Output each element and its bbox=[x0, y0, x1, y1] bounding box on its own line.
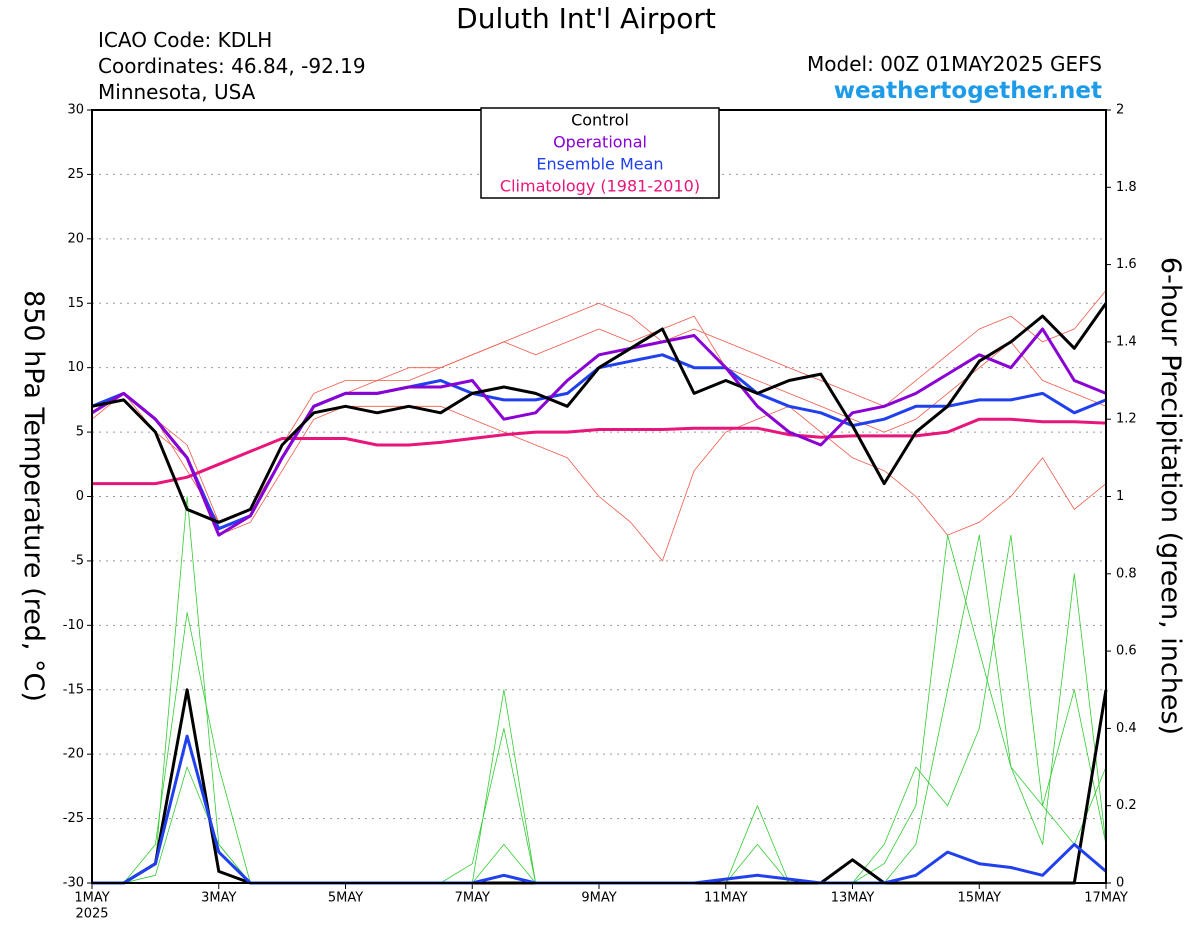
legend-entry: Operational bbox=[553, 133, 647, 152]
y-tick-label: -5 bbox=[71, 553, 84, 568]
series-line bbox=[91, 302, 1108, 524]
x-tick-label: 5MAY bbox=[328, 891, 363, 906]
member-line bbox=[92, 534, 1107, 884]
y-tick-label: 20 bbox=[67, 231, 84, 246]
y2-tick-label: 1.6 bbox=[1116, 257, 1137, 272]
x-tick-label: 1MAY bbox=[74, 891, 109, 906]
y2-tick-label: 1 bbox=[1116, 489, 1124, 504]
member-line bbox=[91, 315, 1107, 523]
member-line bbox=[91, 393, 1107, 562]
y2-tick-label: 0.8 bbox=[1116, 566, 1137, 581]
y2-axis-label: 6-hour Precipitation (green, inches) bbox=[1155, 257, 1186, 735]
x-tick-label: 13MAY bbox=[831, 891, 875, 906]
y-tick-label: -20 bbox=[63, 747, 84, 762]
y-tick-label: 30 bbox=[67, 103, 84, 118]
series-line bbox=[91, 353, 1107, 531]
legend-box bbox=[480, 107, 720, 199]
series-line bbox=[91, 327, 1107, 537]
y2-tick-label: 2 bbox=[1116, 103, 1124, 118]
member-line bbox=[92, 534, 1107, 884]
y-tick-label: 10 bbox=[67, 360, 84, 375]
series-line bbox=[92, 417, 1107, 486]
y2-tick-label: 1.2 bbox=[1116, 412, 1137, 427]
legend-entry: Ensemble Mean bbox=[536, 155, 663, 174]
y2-tick-label: 1.4 bbox=[1116, 334, 1137, 349]
y-tick-label: -25 bbox=[63, 811, 84, 826]
y-tick-label: 15 bbox=[67, 296, 84, 311]
y-tick-label: -10 bbox=[63, 618, 84, 633]
site-link: weathertogether.net bbox=[834, 78, 1102, 104]
y2-tick-label: 0.2 bbox=[1116, 798, 1137, 813]
model-label: Model: 00Z 01MAY2025 GEFS bbox=[807, 52, 1102, 76]
info-line: ICAO Code: KDLH bbox=[98, 28, 272, 52]
y-axis-label: 850 hPa Temperature (red, °C) bbox=[18, 290, 49, 702]
y-tick-label: 5 bbox=[76, 425, 84, 440]
x-tick-label: 15MAY bbox=[957, 891, 1001, 906]
legend-entry: Control bbox=[571, 111, 629, 130]
x-tick-label: 3MAY bbox=[201, 891, 236, 906]
x-tick-label: 7MAY bbox=[455, 891, 490, 906]
chart-title: Duluth Int'l Airport bbox=[456, 2, 716, 35]
y2-tick-label: 0.6 bbox=[1116, 644, 1137, 659]
y-tick-label: -30 bbox=[63, 876, 84, 891]
info-line: Coordinates: 46.84, -92.19 bbox=[98, 54, 366, 78]
x-tick-label: 17MAY bbox=[1084, 891, 1128, 906]
info-line: Minnesota, USA bbox=[98, 80, 256, 104]
x-year-label: 2025 bbox=[75, 907, 108, 922]
x-tick-label: 11MAY bbox=[704, 891, 748, 906]
y2-tick-label: 0 bbox=[1116, 876, 1124, 891]
y2-tick-label: 0.4 bbox=[1116, 721, 1137, 736]
y-tick-label: -15 bbox=[63, 682, 84, 697]
y2-tick-label: 1.8 bbox=[1116, 180, 1137, 195]
y-tick-label: 0 bbox=[76, 489, 84, 504]
legend-entry: Climatology (1981-2010) bbox=[500, 177, 700, 196]
x-tick-label: 9MAY bbox=[581, 891, 616, 906]
y-tick-label: 25 bbox=[67, 167, 84, 182]
